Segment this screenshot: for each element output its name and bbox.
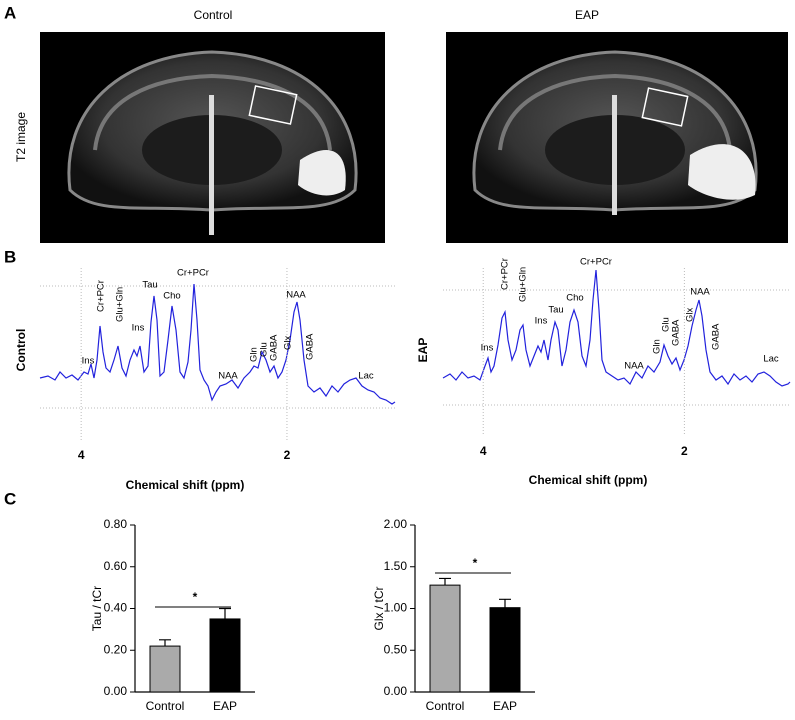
peak-label: Gln: [249, 347, 260, 362]
y-tick-label: 0.50: [384, 642, 408, 656]
peak-label: GABA: [305, 333, 316, 360]
peak-label: Tau: [548, 305, 563, 316]
bar: [149, 645, 181, 693]
peak-label: Gln: [652, 339, 663, 354]
peak-label: NAA: [218, 371, 238, 382]
y-tick-label: 2.00: [384, 517, 408, 531]
error-bar: [219, 607, 231, 619]
peak-label: GABA: [671, 319, 682, 346]
error-bar: [159, 639, 171, 647]
mri-image: [40, 32, 385, 243]
peak-label: Ins: [535, 316, 548, 327]
peak-label: Cr+PCr: [580, 257, 612, 268]
y-axis-label: Glx / tCr: [372, 586, 386, 630]
row-label: Control: [14, 329, 28, 372]
error-bar: [499, 598, 511, 608]
mri-image: [446, 32, 788, 243]
peak-label: NAA: [286, 290, 306, 301]
peak-label: NAA: [690, 287, 710, 298]
y-tick-label: 0.00: [384, 684, 408, 698]
x-axis-label: Chemical shift (ppm): [126, 478, 245, 492]
y-tick-label: 0.00: [104, 684, 128, 698]
x-tick-label: Control: [426, 699, 465, 713]
peak-label: Tau: [142, 280, 157, 291]
significance-label: *: [473, 556, 478, 570]
row-label: EAP: [416, 338, 430, 363]
peak-label: Glu: [259, 342, 270, 357]
panel-label: C: [4, 489, 16, 508]
bar: [489, 607, 521, 693]
peak-label: GABA: [269, 334, 280, 361]
column-title: EAP: [575, 8, 599, 22]
y-tick-label: 0.40: [104, 601, 128, 615]
y-axis-label: Tau / tCr: [90, 586, 104, 631]
x-tick-label: 2: [284, 448, 291, 462]
panel-label: A: [4, 3, 16, 22]
panel-label: B: [4, 247, 16, 266]
peak-label: Glu+Gln: [115, 287, 126, 322]
peak-label: Lac: [763, 354, 779, 365]
column-title: Control: [194, 8, 233, 22]
peak-label: Cr+PCr: [96, 280, 107, 312]
x-tick-label: EAP: [493, 699, 517, 713]
y-tick-label: 0.60: [104, 559, 128, 573]
bar: [429, 584, 461, 693]
x-tick-label: 2: [681, 444, 688, 458]
row-label: T2 image: [14, 112, 28, 162]
peak-label: Glx: [685, 308, 696, 323]
x-tick-label: Control: [146, 699, 185, 713]
x-tick-label: 4: [78, 448, 85, 462]
x-tick-label: EAP: [213, 699, 237, 713]
y-tick-label: 1.50: [384, 559, 408, 573]
x-tick-label: 4: [480, 444, 487, 458]
peak-label: Glu: [661, 317, 672, 332]
peak-label: GABA: [711, 323, 722, 350]
peak-label: Cho: [163, 291, 180, 302]
peak-label: Ins: [481, 343, 494, 354]
spectrum: [39, 283, 396, 405]
error-bar: [439, 577, 451, 586]
peak-label: Cho: [566, 293, 583, 304]
spectrum: [442, 269, 791, 387]
y-tick-label: 1.00: [384, 601, 408, 615]
peak-label: Cr+PCr: [500, 258, 511, 290]
significance-label: *: [193, 590, 198, 604]
y-tick-label: 0.80: [104, 517, 128, 531]
peak-label: NAA: [624, 361, 644, 372]
peak-label: Lac: [358, 371, 374, 382]
y-tick-label: 0.20: [104, 642, 128, 656]
x-axis-label: Chemical shift (ppm): [529, 473, 648, 487]
bar: [209, 618, 241, 693]
peak-label: Glx: [283, 336, 294, 351]
peak-label: Ins: [82, 356, 95, 367]
peak-label: Glu+Gln: [518, 267, 529, 302]
peak-label: Cr+PCr: [177, 268, 209, 279]
peak-label: Ins: [132, 323, 145, 334]
